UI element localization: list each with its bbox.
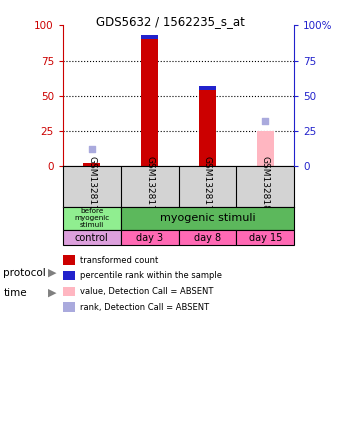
Text: protocol: protocol xyxy=(3,268,46,278)
Point xyxy=(262,118,268,124)
Bar xyxy=(141,35,158,39)
Text: myogenic stimuli: myogenic stimuli xyxy=(159,214,255,223)
Bar xyxy=(63,230,121,245)
Text: transformed count: transformed count xyxy=(80,255,158,265)
Bar xyxy=(257,131,274,166)
Bar xyxy=(141,35,158,166)
Bar xyxy=(83,163,101,166)
Text: rank, Detection Call = ABSENT: rank, Detection Call = ABSENT xyxy=(80,302,209,312)
Text: GSM1328180: GSM1328180 xyxy=(261,156,270,217)
Text: GDS5632 / 1562235_s_at: GDS5632 / 1562235_s_at xyxy=(96,15,244,28)
Bar xyxy=(121,207,294,230)
Text: day 3: day 3 xyxy=(136,233,163,243)
Bar xyxy=(236,230,294,245)
Point xyxy=(89,146,95,153)
Text: time: time xyxy=(3,288,27,298)
Text: GSM1328178: GSM1328178 xyxy=(145,156,154,217)
Bar xyxy=(63,207,121,230)
Text: day 8: day 8 xyxy=(194,233,221,243)
Text: before
myogenic
stimuli: before myogenic stimuli xyxy=(74,209,109,228)
Bar xyxy=(121,230,178,245)
Text: GSM1328177: GSM1328177 xyxy=(87,156,96,217)
Text: control: control xyxy=(75,233,109,243)
Text: day 15: day 15 xyxy=(249,233,282,243)
Bar xyxy=(178,230,236,245)
Text: value, Detection Call = ABSENT: value, Detection Call = ABSENT xyxy=(80,287,213,296)
Text: GSM1328179: GSM1328179 xyxy=(203,156,212,217)
Text: ▶: ▶ xyxy=(48,268,56,278)
Text: percentile rank within the sample: percentile rank within the sample xyxy=(80,271,222,280)
Bar xyxy=(199,86,216,166)
Text: ▶: ▶ xyxy=(48,288,56,298)
Bar xyxy=(199,86,216,90)
Bar xyxy=(83,163,101,166)
